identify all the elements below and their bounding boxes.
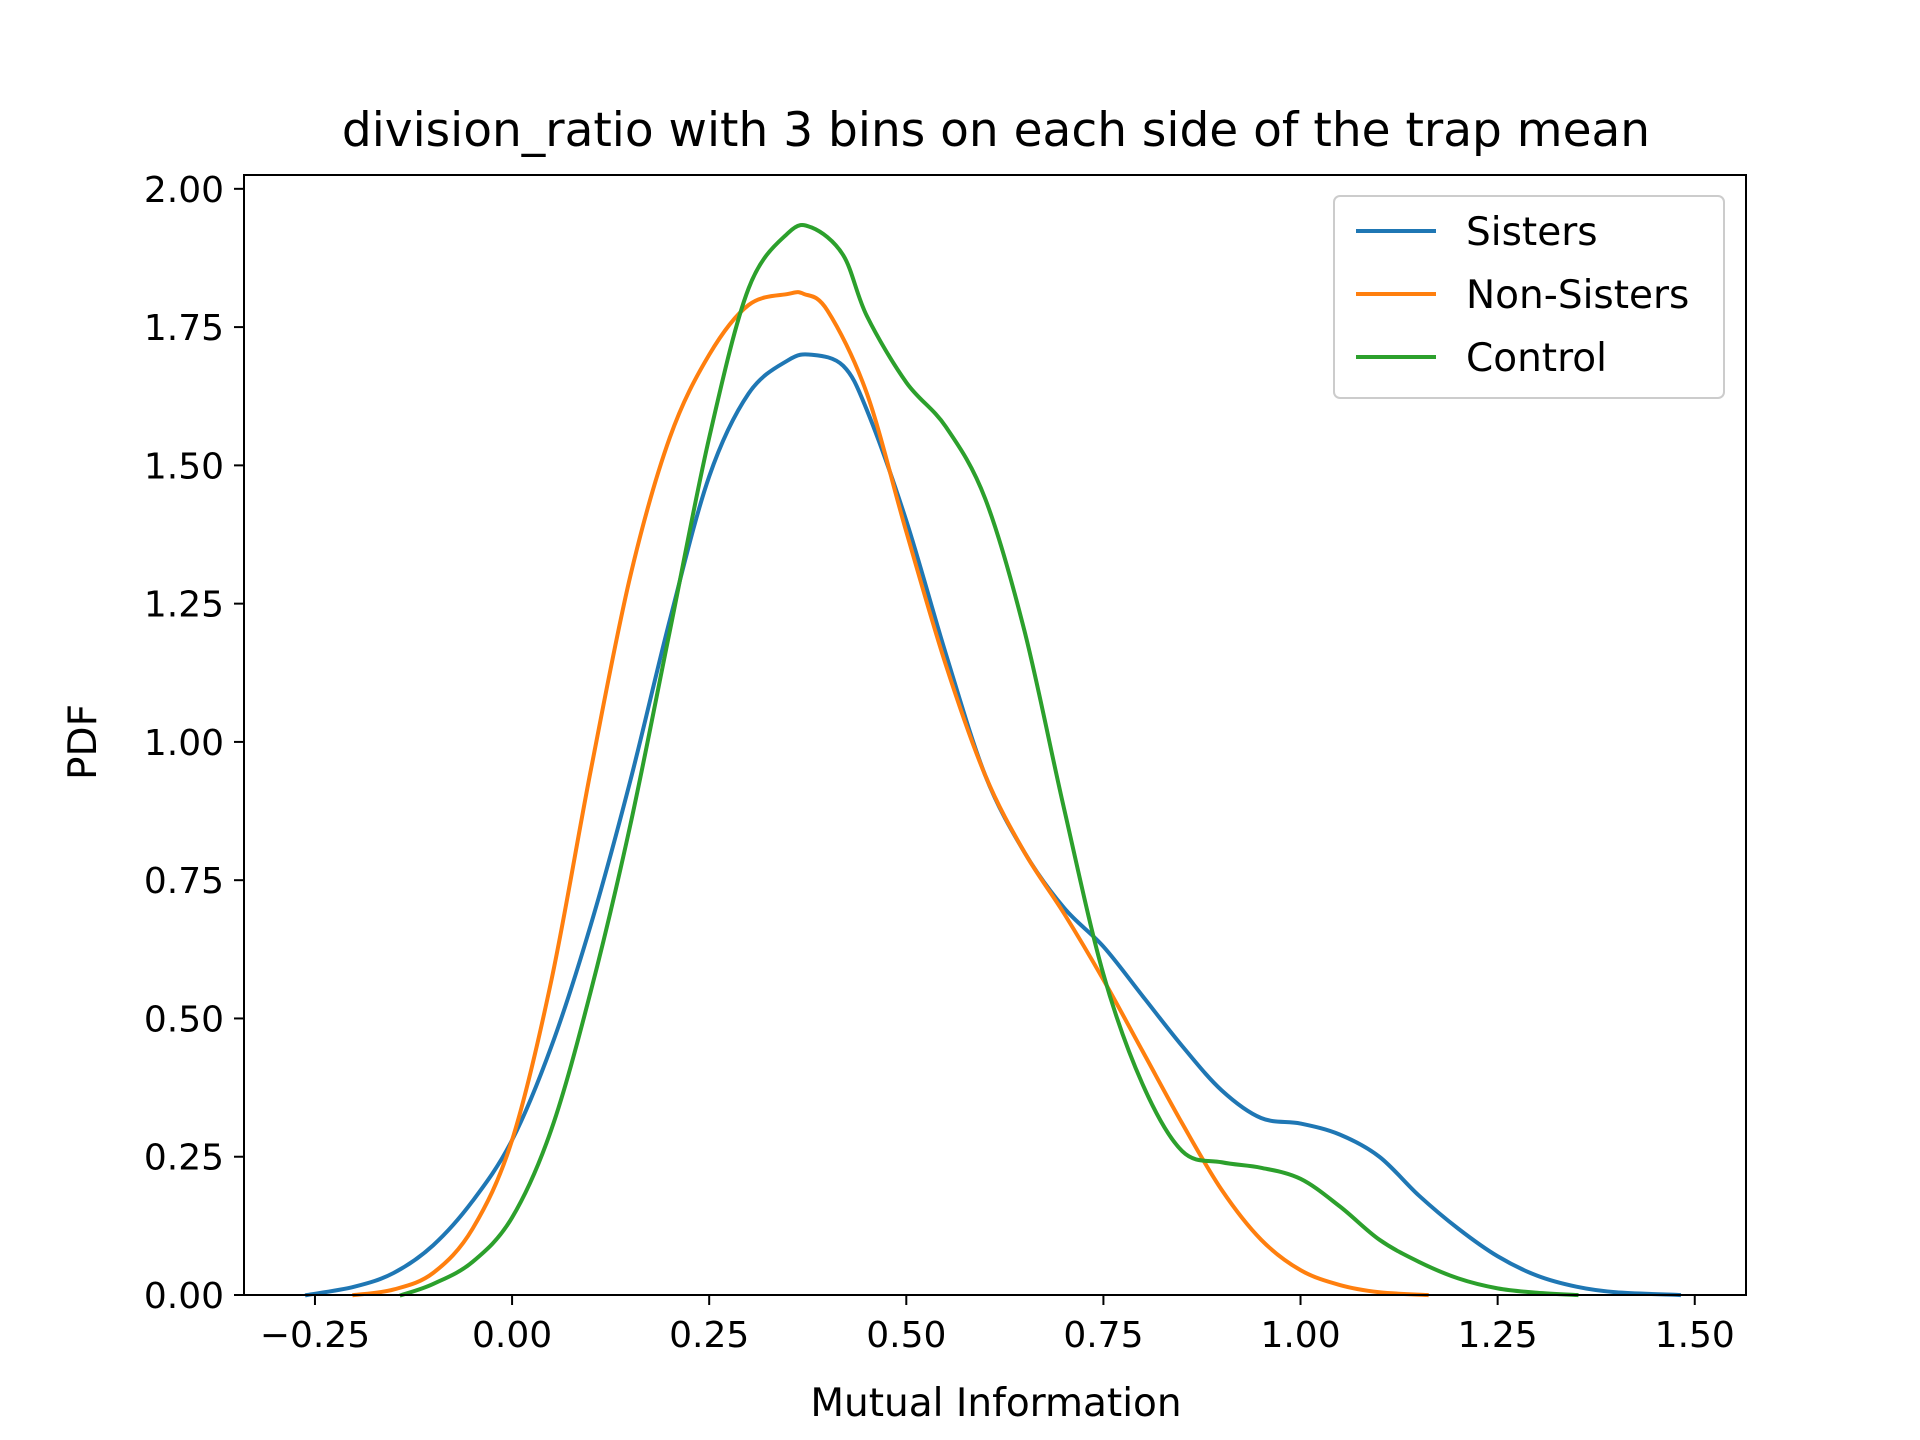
plot-area — [304, 223, 1682, 1298]
legend-label-control: Control — [1466, 336, 1607, 381]
y-tick-label: 1.25 — [144, 585, 224, 626]
x-tick-label: 0.75 — [1063, 1315, 1143, 1356]
legend-label-non-sisters: Non-Sisters — [1466, 273, 1689, 318]
y-tick-label: 2.00 — [144, 170, 224, 211]
x-tick-label: 0.50 — [866, 1315, 946, 1356]
y-tick-label: 1.50 — [144, 446, 224, 487]
y-axis: 0.00 0.25 0.50 0.75 1.00 1.25 1.50 1.75 2.00 — [144, 170, 244, 1317]
x-tick-label: 1.00 — [1260, 1315, 1340, 1356]
y-tick-label: 0.25 — [144, 1138, 224, 1179]
y-tick-label: 1.75 — [144, 308, 224, 349]
x-tick-label: −0.25 — [260, 1315, 370, 1356]
legend-label-sisters: Sisters — [1466, 210, 1598, 255]
legend: Sisters Non-Sisters Control — [1333, 195, 1725, 399]
series-line-control — [399, 223, 1579, 1298]
y-axis-label: PDF — [61, 704, 106, 780]
series-line-sisters — [304, 352, 1682, 1298]
x-tick-label: 1.50 — [1655, 1315, 1735, 1356]
x-tick-label: 1.25 — [1458, 1315, 1538, 1356]
y-tick-label: 0.75 — [144, 861, 224, 902]
x-tick-label: 0.00 — [472, 1315, 552, 1356]
x-tick-label: 0.25 — [669, 1315, 749, 1356]
plot-frame — [243, 174, 1747, 1296]
y-tick-label: 1.00 — [144, 723, 224, 764]
legend-frame — [1333, 195, 1725, 399]
x-axis-label: Mutual Information — [810, 1381, 1181, 1426]
chart-title: division_ratio with 3 bins on each side … — [342, 103, 1650, 158]
y-tick-label: 0.50 — [144, 999, 224, 1040]
x-axis: −0.25 0.00 0.25 0.50 0.75 1.00 1.25 1.50 — [260, 1295, 1735, 1356]
y-tick-label: 0.00 — [144, 1276, 224, 1317]
